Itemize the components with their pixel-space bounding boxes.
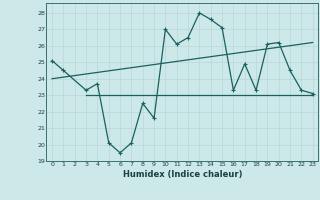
X-axis label: Humidex (Indice chaleur): Humidex (Indice chaleur) — [123, 170, 242, 179]
